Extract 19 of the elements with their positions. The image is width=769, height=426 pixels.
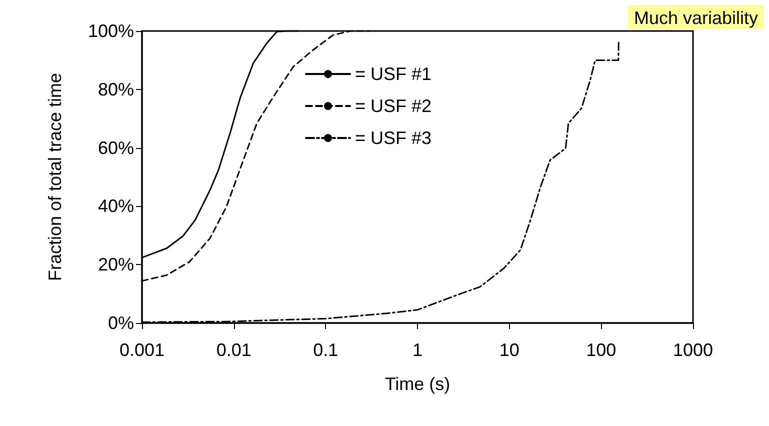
text: Much variability xyxy=(634,8,758,28)
x-axis-title: Time (s) xyxy=(384,374,450,394)
x-tick-label: 0.01 xyxy=(216,340,252,360)
y-tick-label: 0% xyxy=(108,313,134,333)
y-axis-title: Fraction of total trace time xyxy=(45,72,65,282)
y-tick-label: 80% xyxy=(98,79,134,100)
legend-label: = USF #1 xyxy=(355,64,432,84)
x-tick-label: 0.001 xyxy=(119,340,165,360)
y-tick-label: 100% xyxy=(88,21,134,41)
y-tick-label: 60% xyxy=(98,138,134,158)
legend-label: = USF #3 xyxy=(355,128,432,148)
x-tick-label: 0.1 xyxy=(313,340,338,360)
x-tick-label: 1000 xyxy=(672,340,714,360)
y-tick-label: 20% xyxy=(98,254,134,275)
legend-label: = USF #2 xyxy=(355,96,432,116)
y-tick-label: 40% xyxy=(98,196,134,216)
x-tick-label: 1 xyxy=(412,340,423,360)
x-tick-label: 100 xyxy=(586,340,616,360)
x-tick-label: 10 xyxy=(499,340,520,360)
